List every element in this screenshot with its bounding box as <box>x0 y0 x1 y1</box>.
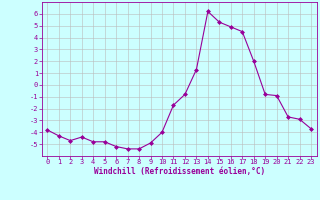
X-axis label: Windchill (Refroidissement éolien,°C): Windchill (Refroidissement éolien,°C) <box>94 167 265 176</box>
